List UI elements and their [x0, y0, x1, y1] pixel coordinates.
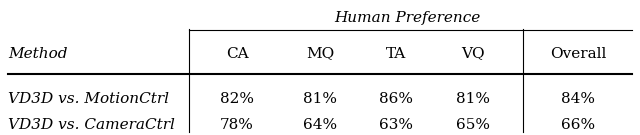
Text: 78%: 78% [220, 118, 254, 132]
Text: Human Preference: Human Preference [335, 11, 481, 25]
Text: 65%: 65% [456, 118, 490, 132]
Text: Overall: Overall [550, 47, 606, 61]
Text: TA: TA [387, 47, 406, 61]
Text: 84%: 84% [561, 92, 595, 106]
Text: VD3D vs. MotionCtrl: VD3D vs. MotionCtrl [8, 92, 169, 106]
Text: 64%: 64% [303, 118, 337, 132]
Text: 86%: 86% [380, 92, 413, 106]
Text: 82%: 82% [220, 92, 254, 106]
Text: VQ: VQ [461, 47, 484, 61]
Text: 66%: 66% [561, 118, 595, 132]
Text: CA: CA [226, 47, 248, 61]
Text: VD3D vs. CameraCtrl: VD3D vs. CameraCtrl [8, 118, 175, 132]
Text: 63%: 63% [380, 118, 413, 132]
Text: MQ: MQ [306, 47, 334, 61]
Text: Method: Method [8, 47, 67, 61]
Text: 81%: 81% [456, 92, 490, 106]
Text: 81%: 81% [303, 92, 337, 106]
